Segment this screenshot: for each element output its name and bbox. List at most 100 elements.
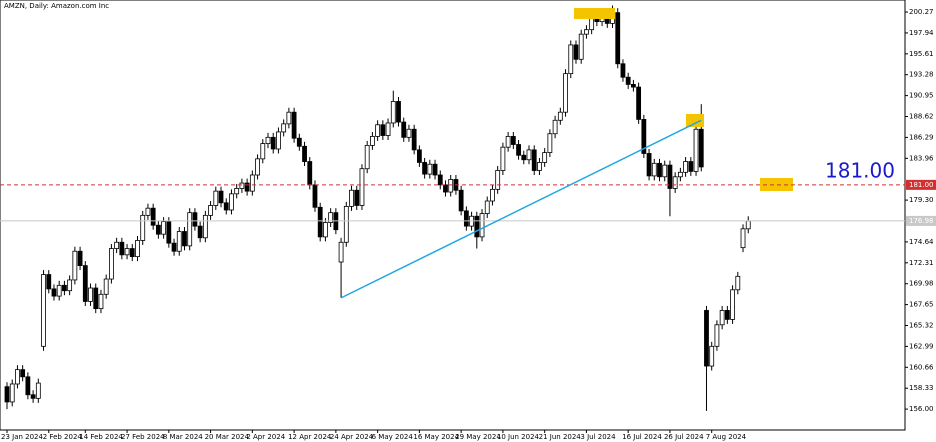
candle-body [505,136,511,148]
candle-body [448,179,454,193]
candle-body [276,131,281,150]
candle-body [260,143,266,160]
x-tick-label: 21 Jun 2024 [539,433,582,441]
y-tick-label: 158.33 [909,384,934,392]
candle-body [15,369,20,385]
x-tick-label: 27 Feb 2024 [121,433,165,441]
candle-body [349,189,354,207]
trendline [340,119,702,299]
y-tick-label: 195.61 [909,50,934,58]
candle-body [463,210,469,227]
candle-body [625,76,631,85]
candle-body [323,222,328,238]
chart-title: AMZN, Daily: Amazon.com Inc [4,2,109,10]
candle-body [427,163,433,175]
candle-body [155,224,161,235]
y-tick-label: 165.32 [909,322,934,330]
x-tick-label: 16 Jul 2024 [622,433,662,441]
candle-body [30,394,36,399]
candle-body [657,162,662,178]
candle-body [406,128,412,138]
candle-body [375,124,381,137]
y-tick-label: 167.65 [909,301,934,309]
candle-body [542,152,548,163]
x-tick-label: 8 Mar 2024 [163,433,203,441]
candle-body [56,284,62,297]
plot-frame [0,0,906,431]
candle-body [437,174,443,186]
candle-body [124,248,130,256]
x-tick-label: 6 May 2024 [372,433,414,441]
candle-body [364,144,370,170]
candle-body [62,284,67,292]
x-tick-label: 2 Feb 2024 [43,433,83,441]
candle-body [557,111,563,121]
candle-body [187,212,193,247]
candle-body [573,44,579,60]
candle-body [636,86,642,120]
candle-body [145,207,151,216]
candle-body [667,164,673,189]
candle-body [568,44,574,75]
candle-body [291,111,297,139]
y-tick-label: 179.30 [909,196,934,204]
candle-body [312,184,318,208]
y-tick-label: 197.94 [909,29,934,37]
candle-body [103,278,109,295]
candle-body [129,248,135,258]
candle-body [724,310,730,320]
x-tick-label: 29 May 2024 [455,433,501,441]
candle-body [589,17,595,31]
candle-body [302,145,307,162]
candle-body [714,324,720,347]
candle-body [422,162,428,175]
candle-body [281,123,287,133]
candle-body [704,310,709,367]
candle-body [93,287,99,310]
candle-body [411,128,417,151]
candle-body [119,241,125,256]
candle-body [432,163,438,176]
candle-body [98,293,104,310]
candle-body [516,144,521,156]
y-tick-label: 162.99 [909,342,934,350]
candle-body [740,228,746,249]
candle-body [547,133,553,153]
candle-body [416,149,422,163]
x-tick-label: 23 Jan 2024 [1,433,44,441]
candle-body [369,136,375,146]
candle-body [552,119,558,135]
candle-body [688,161,694,172]
candle-body [25,376,31,396]
candle-body [176,231,182,252]
candle-body [443,184,448,193]
candle-body [213,190,219,206]
y-tick-label: 172.31 [909,259,934,267]
candle-body [208,205,213,216]
candle-body [72,250,78,281]
candle-body [296,137,302,147]
y-tick-label: 174.64 [909,238,934,246]
candle-body [82,265,88,302]
candle-body [396,101,401,123]
candle-body [380,124,386,136]
candle-body [317,206,323,238]
x-tick-label: 7 Aug 2024 [706,433,747,441]
candle-body [354,189,360,206]
y-tick-label: 183.96 [909,154,934,162]
candle-body [584,29,589,35]
candle-body [197,225,203,239]
candle-body [537,162,542,171]
candle-body [229,193,234,211]
x-tick-label: 2 Apr 2024 [246,433,285,441]
candle-body [223,202,229,211]
candle-body [35,382,41,399]
candle-body [620,63,626,78]
candle-body [735,275,741,291]
candle-body [41,274,46,347]
x-tick-label: 12 Apr 2024 [288,433,332,441]
x-tick-label: 14 Feb 2024 [79,433,123,441]
price-label: 176.98 [909,217,934,225]
candle-body [526,149,532,161]
